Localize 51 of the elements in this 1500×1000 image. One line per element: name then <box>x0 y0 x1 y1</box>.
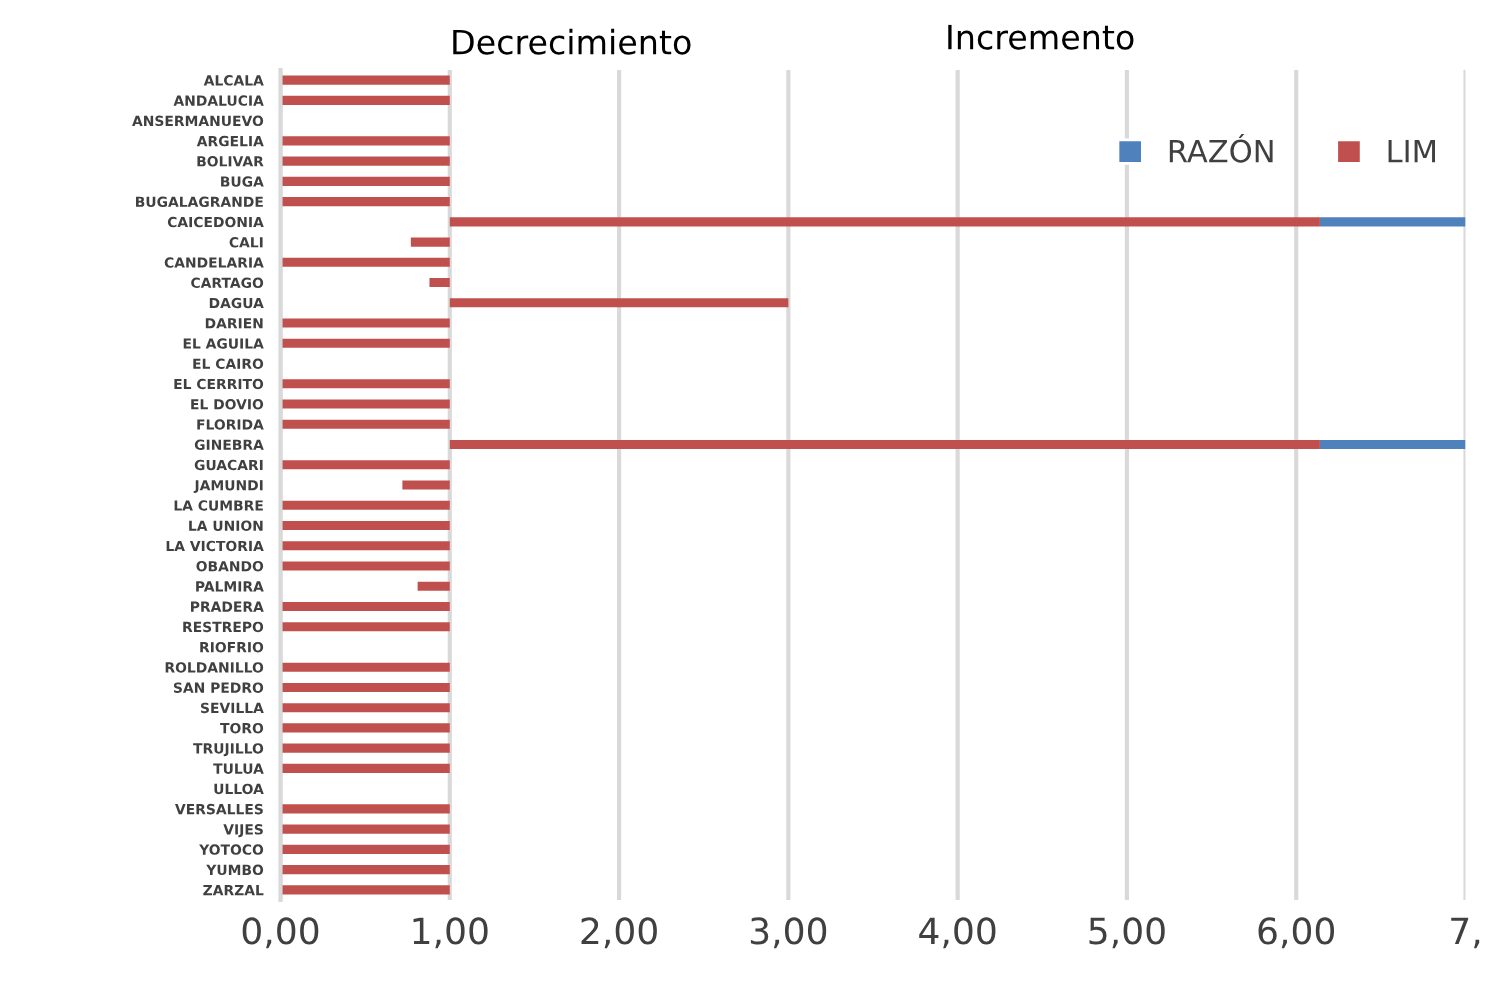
bar <box>280 136 450 146</box>
x-tick-label: 4,00 <box>919 917 996 949</box>
bar <box>280 318 450 328</box>
text: Incremento <box>948 24 1134 50</box>
legend-label: LIM <box>1388 139 1436 163</box>
bar <box>280 419 450 429</box>
bar <box>280 176 450 186</box>
bar <box>417 581 450 591</box>
bar <box>402 480 450 490</box>
bar <box>429 278 450 288</box>
x-tick-label: 6,00 <box>1258 917 1335 949</box>
bar <box>280 844 450 854</box>
bar <box>280 743 450 753</box>
bar <box>280 500 450 510</box>
bar <box>280 561 450 571</box>
bar <box>280 541 450 551</box>
bar <box>280 75 450 85</box>
bar <box>280 601 450 612</box>
x-tick-label: 1,00 <box>413 917 488 949</box>
bar <box>280 379 450 389</box>
bar <box>280 197 450 207</box>
bar <box>280 804 450 814</box>
bar <box>1319 439 1466 450</box>
bar <box>280 622 450 632</box>
bar <box>449 217 1320 227</box>
bar <box>280 156 450 166</box>
bar <box>280 885 450 895</box>
bar <box>449 298 789 308</box>
bar <box>280 824 450 834</box>
bar <box>280 703 450 713</box>
x-tick-label: 3,00 <box>750 917 827 949</box>
x-tick-label: 0,00 <box>242 917 319 949</box>
bar <box>280 865 450 875</box>
bar <box>449 439 1320 450</box>
bar <box>280 257 450 267</box>
bar <box>280 338 450 348</box>
bar <box>280 662 450 672</box>
legend-label: RAZÓN <box>1169 133 1273 163</box>
text: Decrecimiento <box>453 28 691 55</box>
x-tick-label: 2,00 <box>581 917 657 949</box>
bar <box>280 95 450 105</box>
bar <box>280 763 450 773</box>
bar <box>280 399 450 409</box>
x-tick-label: 5,00 <box>1089 917 1165 949</box>
bar <box>280 682 450 692</box>
x-tick-label: 7, <box>1451 917 1480 949</box>
bar <box>1319 217 1466 227</box>
bar <box>280 723 450 733</box>
bar <box>280 520 450 531</box>
bar <box>410 237 450 247</box>
bar <box>280 460 450 470</box>
